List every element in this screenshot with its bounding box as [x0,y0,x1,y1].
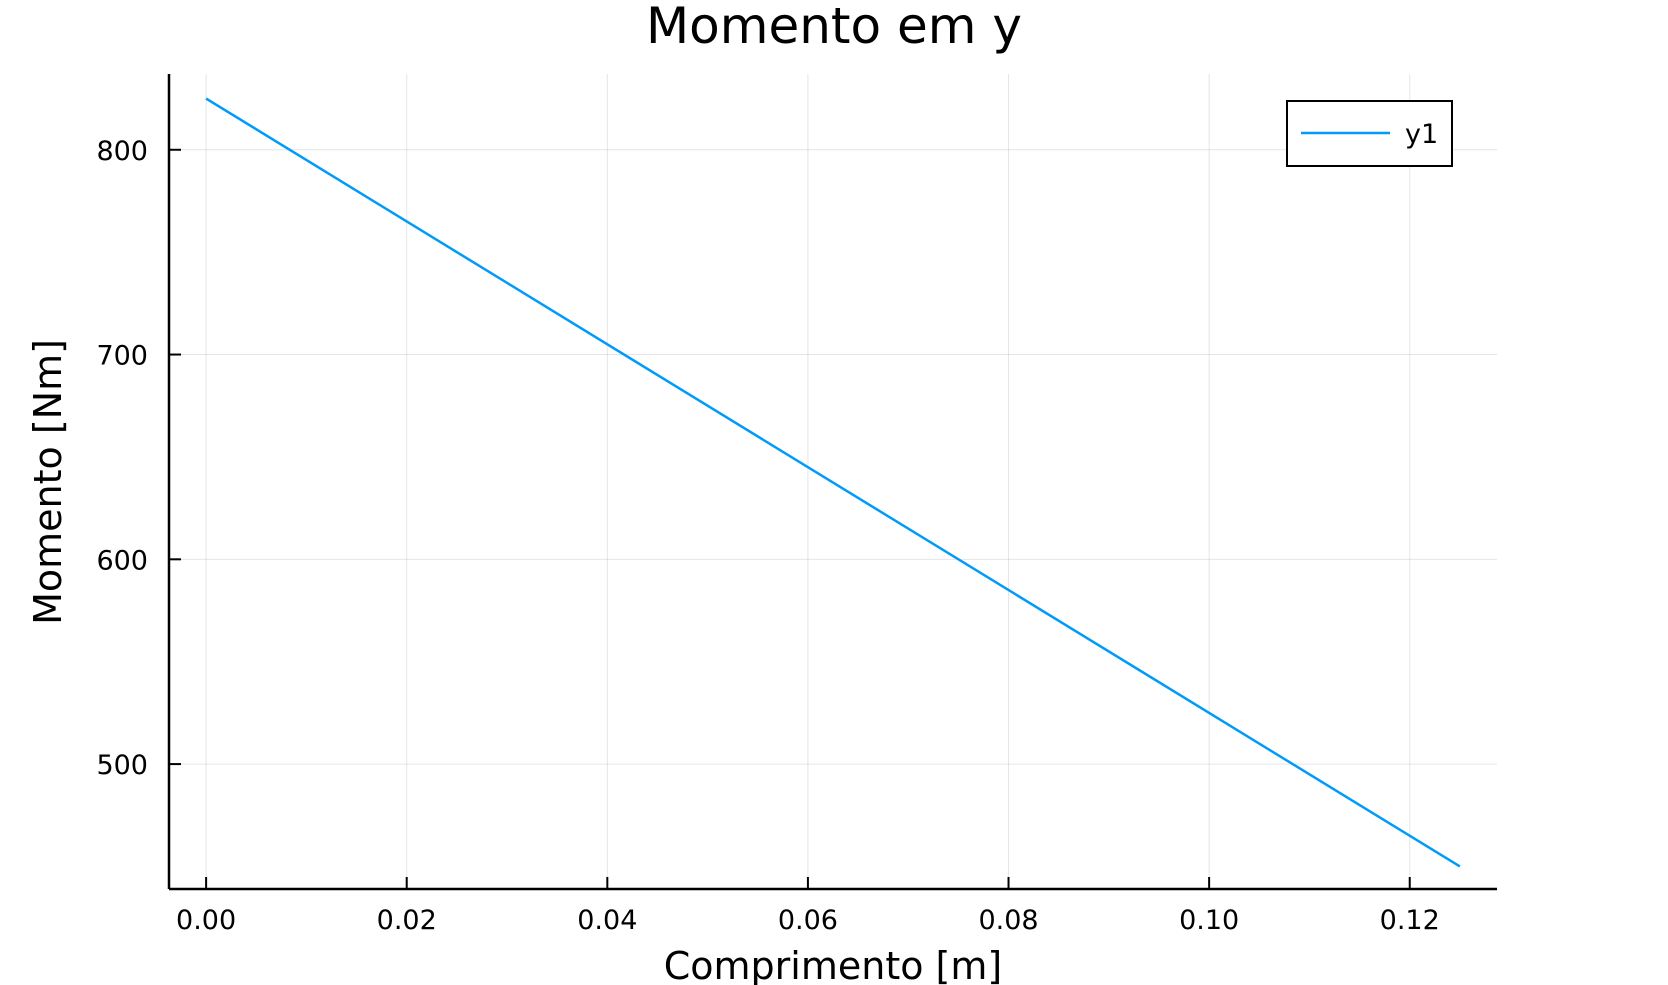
x-tick-label: 0.04 [577,905,637,936]
y-tick-label: 600 [96,545,148,576]
x-tick-label: 0.02 [377,905,437,936]
series [205,97,1461,868]
x-tick-label: 0.06 [778,905,838,936]
y-tick-label: 800 [96,136,148,167]
x-tick-label: 0.12 [1380,905,1440,936]
axes [167,74,1497,891]
y-tick-label: 500 [96,750,148,781]
x-tick-label: 0.00 [176,905,236,936]
ticks: 0.00 0.02 0.04 0.06 0.08 0.10 0.12 500 600 700 800 [96,136,1439,936]
x-axis-label: Comprimento [m] [664,944,1002,985]
x-tick-label: 0.08 [978,905,1038,936]
y-axis-label: Momento [Nm] [26,339,70,625]
y-tick-label: 700 [96,341,148,372]
legend: y1 [1286,100,1453,167]
x-tick-label: 0.10 [1179,905,1239,936]
legend-label-y1: y1 [1405,119,1438,150]
chart-title: Momento em y [646,0,1022,55]
series-line-y1 [205,97,1461,868]
grid-lines [169,74,1497,889]
